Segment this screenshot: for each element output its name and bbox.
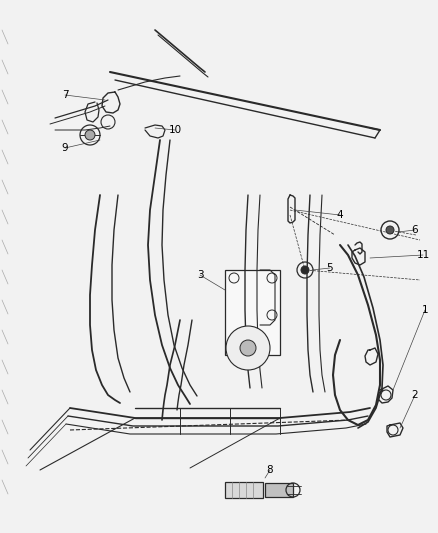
Bar [225,270,279,355]
Text: 8: 8 [266,465,273,475]
Text: 5: 5 [326,263,332,273]
Text: 4: 4 [336,210,343,220]
Circle shape [385,226,393,234]
Text: 1: 1 [421,305,427,315]
Bar [225,482,262,498]
Text: 9: 9 [62,143,68,153]
Text: 11: 11 [415,250,429,260]
Circle shape [85,130,95,140]
Bar [265,483,292,497]
Text: 3: 3 [196,270,203,280]
Text: 7: 7 [62,90,68,100]
Circle shape [300,266,308,274]
Text: 2: 2 [411,390,417,400]
Text: 6: 6 [411,225,417,235]
Circle shape [240,340,255,356]
Text: 10: 10 [168,125,181,135]
Circle shape [226,326,269,370]
